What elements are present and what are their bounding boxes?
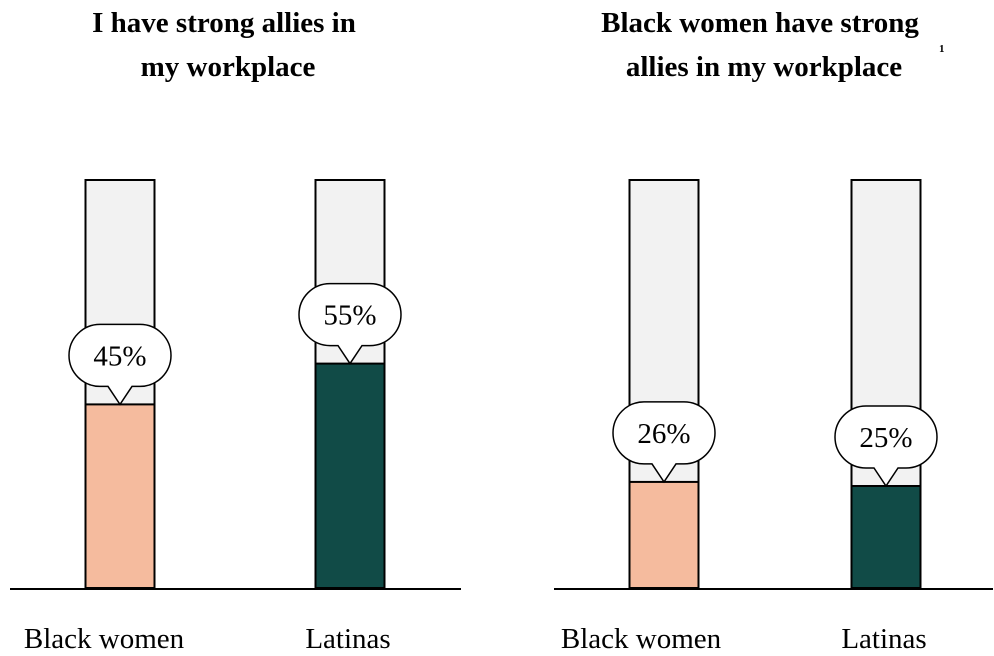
- bar-group-black-women: 45% Black women: [24, 179, 185, 655]
- value-label: 26%: [637, 418, 690, 450]
- value-callout: [612, 401, 716, 484]
- bar-group-black-women: 26% Black women: [561, 179, 722, 655]
- panel-allies-self: I have strong allies in my workplace 45%…: [10, 7, 461, 655]
- bar-fill: [84, 403, 156, 589]
- value-callout: [834, 405, 938, 488]
- bar-fill: [628, 480, 700, 590]
- value-callout: [298, 282, 402, 365]
- panel-1-title-line-2: my workplace: [141, 51, 316, 83]
- value-label: 55%: [323, 300, 376, 332]
- panel-2-title-line-1: Black women have strong: [601, 7, 919, 39]
- panel-1-title-line-1: I have strong allies in: [92, 7, 356, 39]
- value-label: 45%: [93, 340, 146, 372]
- value-label: 25%: [859, 422, 912, 454]
- panel-2-footnote: 1: [939, 43, 945, 55]
- bar-fill: [314, 362, 386, 589]
- bar-fill: [850, 485, 922, 589]
- value-callout: [68, 323, 172, 406]
- category-label: Black women: [561, 623, 722, 655]
- category-label: Black women: [24, 623, 185, 655]
- panel-2-title-line-2: allies in my workplace: [626, 51, 902, 83]
- category-label: Latinas: [305, 623, 390, 655]
- bar-group-latinas: 55% Latinas: [298, 179, 402, 655]
- panel-allies-black-women: Black women have strong allies in my wor…: [554, 7, 993, 655]
- category-label: Latinas: [841, 623, 926, 655]
- bar-group-latinas: 25% Latinas: [834, 179, 938, 655]
